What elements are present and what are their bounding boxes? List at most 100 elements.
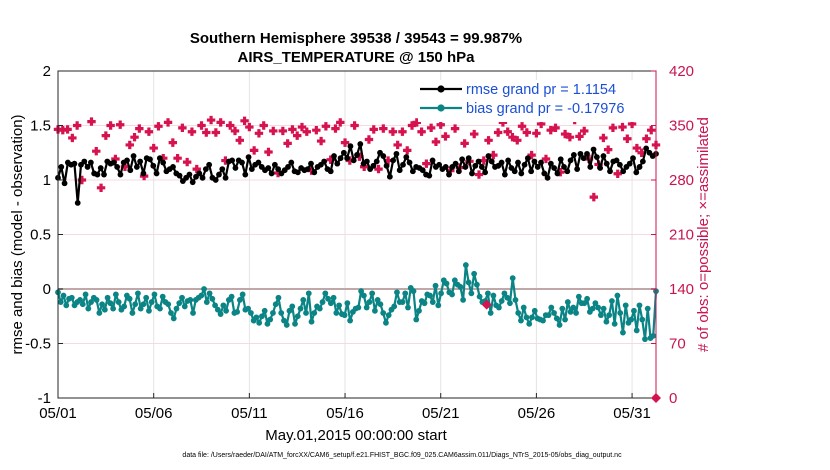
x-axis-label: May.01,2015 00:00:00 start <box>265 427 447 444</box>
bias-point <box>548 304 555 311</box>
bias-point <box>501 290 508 297</box>
obs-assimilated-point <box>154 122 163 131</box>
x-axis: 05/01 05/06 05/11 05/16 05/21 05/26 05/31 <box>39 393 651 422</box>
bias-point <box>457 283 464 290</box>
right-tick-label: 280 <box>669 172 694 189</box>
bias-point <box>564 299 571 305</box>
right-tick-label: 420 <box>669 63 694 80</box>
rmse-point <box>426 172 433 179</box>
bias-point <box>435 302 442 309</box>
rmse-point <box>357 141 364 147</box>
obs-assimilated-point <box>623 134 632 143</box>
obs-assimilated-point <box>130 132 139 142</box>
bias-point <box>179 294 185 301</box>
bias-point <box>275 294 282 301</box>
bias-point <box>110 305 117 312</box>
rmse-point <box>380 153 387 159</box>
bias-point <box>606 312 613 319</box>
rmse-point <box>554 170 561 177</box>
rmse-point <box>202 166 209 173</box>
bias-point <box>82 291 89 298</box>
obs-assimilated-point <box>613 169 622 178</box>
obs-assimilated-point <box>115 120 125 129</box>
rmse-point <box>524 155 531 162</box>
obs-assimilated-point <box>403 146 412 155</box>
obs-assimilated-point <box>589 192 599 202</box>
x-tick-label: 05/06 <box>135 405 173 422</box>
rmse-point <box>137 158 144 165</box>
obs-assimilated-point <box>216 118 225 127</box>
rmse-point <box>347 143 354 150</box>
obs-assimilated-point <box>374 164 383 174</box>
x-tick-label: 05/16 <box>326 405 364 422</box>
rmse-point <box>419 167 426 174</box>
bias-point <box>319 299 326 305</box>
x-tick-label: 05/21 <box>422 405 460 422</box>
rmse-point <box>127 167 134 174</box>
bias-point <box>209 295 216 302</box>
obs-assimilated-point <box>603 145 613 154</box>
obs-assimilated-point <box>211 128 221 137</box>
obs-assimilated-point <box>551 123 560 133</box>
legend-rmse-marker <box>437 85 445 93</box>
rmse-point <box>196 170 203 177</box>
obs-assimilated-point <box>226 121 235 130</box>
obs-assimilated-point <box>120 162 130 171</box>
bias-point <box>372 307 378 314</box>
bias-point <box>617 310 624 316</box>
bias-point <box>63 302 70 309</box>
bias-point <box>121 303 128 310</box>
rmse-point <box>94 171 101 178</box>
bias-point <box>104 294 111 301</box>
obs-assimilated-point <box>565 132 575 142</box>
obs-assimilated-point <box>580 126 589 136</box>
rmse-point <box>580 155 587 162</box>
obs-assimilated-point <box>508 132 517 142</box>
rmse-point <box>58 164 65 170</box>
bias-point <box>620 329 626 336</box>
bias-point <box>137 305 144 312</box>
left-tick-label: -0.5 <box>25 336 51 353</box>
bias-point <box>498 298 505 304</box>
rmse-point <box>584 150 590 157</box>
obs-assimilated-point <box>417 127 426 136</box>
rmse-point <box>124 157 130 164</box>
rmse-point <box>403 154 410 161</box>
bias-point <box>589 305 596 312</box>
obs-assimilated-point <box>307 166 316 175</box>
x-tick-label: 05/01 <box>39 405 77 422</box>
rmse-point <box>639 158 646 165</box>
bias-point <box>234 308 241 315</box>
obs-assimilated-point <box>484 136 493 145</box>
bias-point <box>68 294 75 301</box>
legend-item-rmse: rmse grand pr = 1.1154 <box>420 82 616 98</box>
obs-assimilated-point <box>513 136 522 145</box>
rmse-point <box>271 161 278 168</box>
obs-assimilated-point <box>173 154 182 163</box>
bias-point <box>363 304 370 311</box>
rmse-point <box>222 174 229 181</box>
left-y-axis: 2 1.5 1 0.5 0 -0.5 -1 <box>25 63 63 407</box>
bias-point <box>512 297 519 303</box>
obs-assimilated-point <box>149 143 158 153</box>
legend-bias-label: bias grand pr = -0.17976 <box>466 101 624 117</box>
rmse-point <box>288 159 295 166</box>
bias-point <box>281 317 287 324</box>
rmse-point <box>488 158 495 165</box>
bias-point <box>239 291 246 298</box>
bias-point <box>173 305 180 312</box>
rmse-point <box>350 157 357 164</box>
bias-point <box>347 317 354 324</box>
bias-point <box>614 292 621 299</box>
bias-point <box>631 307 637 314</box>
obs-assimilated-point <box>77 175 87 185</box>
bias-point <box>132 301 139 308</box>
bias-point <box>595 304 602 311</box>
bias-point <box>559 305 566 312</box>
bias-point <box>101 306 108 313</box>
obs-assimilated-point <box>536 119 546 129</box>
obs-assimilated-point <box>527 150 536 160</box>
rmse-point <box>334 160 341 167</box>
obs-assimilated-point <box>369 125 378 134</box>
rmse-point <box>133 164 140 170</box>
